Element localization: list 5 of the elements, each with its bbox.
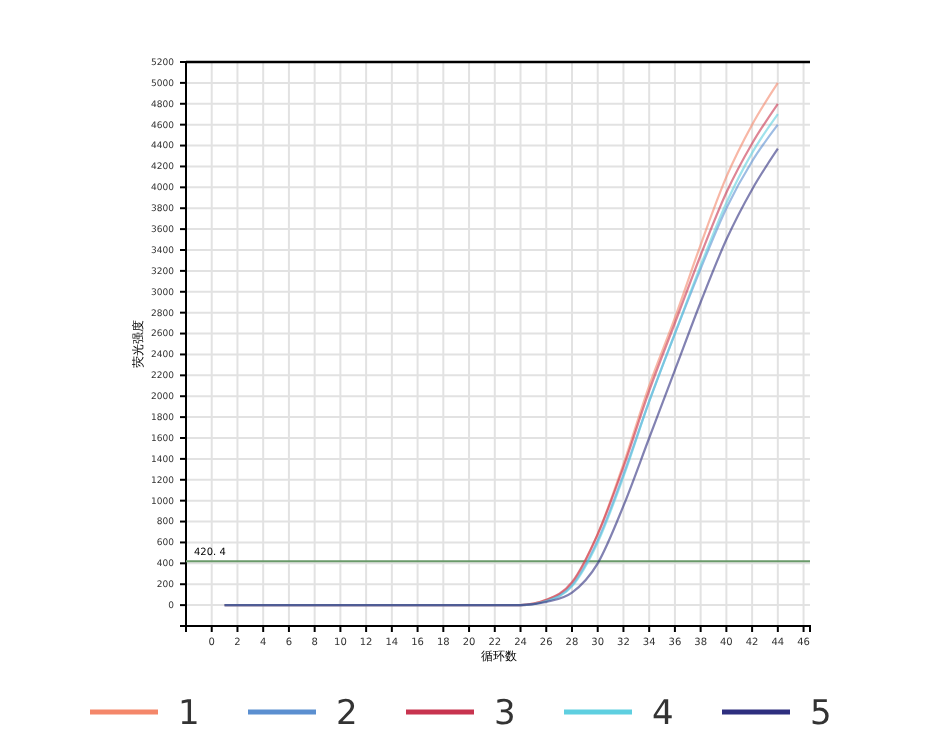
- legend-label: 4: [652, 694, 674, 734]
- legend-label: 2: [336, 694, 358, 734]
- legend-label: 3: [494, 694, 516, 734]
- legend-label: 1: [178, 694, 200, 734]
- legend-label: 5: [810, 694, 832, 734]
